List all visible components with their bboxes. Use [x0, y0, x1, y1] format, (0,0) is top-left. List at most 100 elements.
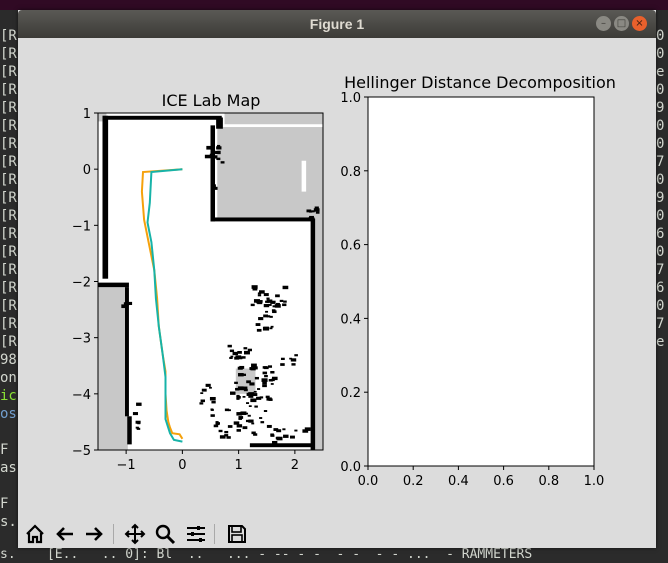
obstacle-cell: [271, 309, 276, 312]
terminal-left-line: os: [0, 406, 17, 422]
obstacle-cell: [259, 417, 263, 419]
obstacle-cell: [226, 436, 231, 439]
obstacle-cell: [261, 378, 268, 382]
obstacle-cell: [283, 300, 287, 303]
terminal-left-line: [R: [0, 262, 17, 278]
map-axes: ICE Lab Map −1 0 1 2 1 0 −1 −2 −3 −4 −5: [72, 91, 324, 473]
toolbar-separator: [214, 524, 215, 544]
obstacle-cell: [211, 188, 215, 191]
obstacle-cell: [216, 144, 221, 147]
obstacle-cell: [255, 323, 261, 326]
obstacle-cell: [224, 430, 229, 434]
wall: [102, 115, 109, 279]
terminal-left-line: ic: [0, 388, 17, 404]
obstacle-cell: [241, 356, 246, 359]
obstacle-cell: [256, 328, 262, 332]
obstacle-cell: [251, 422, 255, 425]
obstacle-cell: [294, 429, 298, 432]
y-tick-label: 0: [83, 163, 91, 178]
obstacle-cell: [237, 351, 242, 354]
figure-window[interactable]: Figure 1 – □ × ICE Lab Map −1 0 1 2 1 0 −1 −2 −3…: [18, 10, 656, 548]
terminal-left-line: as: [0, 460, 17, 476]
obstacle-cell: [238, 386, 245, 391]
terminal-left-line: [R: [0, 28, 17, 44]
obstacle-cell: [251, 431, 256, 435]
close-icon[interactable]: ×: [632, 16, 647, 31]
obstacle-cell: [280, 357, 285, 361]
x-tick-label: 0.0: [358, 474, 379, 489]
obstacle-cell: [266, 424, 272, 428]
terminal-left-line: s.: [0, 514, 17, 530]
obstacle-cell: [246, 402, 250, 404]
figure-canvas[interactable]: ICE Lab Map −1 0 1 2 1 0 −1 −2 −3 −4 −5 Hellinger …: [18, 38, 656, 520]
obstacle-cell: [250, 303, 255, 307]
free-gap: [301, 160, 307, 192]
wall: [102, 115, 222, 120]
obstacle-cell: [205, 383, 211, 387]
terminal-right-line: [656, 351, 668, 369]
terminal-left-line: [0, 477, 18, 495]
terminal-right-line: 7: [656, 316, 665, 332]
obstacle-cell: [236, 429, 241, 432]
obstacle-cell: [224, 408, 230, 412]
wall: [125, 287, 129, 417]
minimize-icon[interactable]: –: [596, 16, 611, 31]
obstacle-cell: [248, 419, 254, 423]
x-tick-label: 0.8: [538, 474, 559, 489]
obstacle-cell: [199, 402, 204, 405]
obstacle-cell: [247, 414, 251, 417]
y-tick-label: −5: [72, 444, 91, 459]
obstacle-cell: [227, 409, 231, 412]
obstacle-cell: [266, 397, 272, 401]
obstacle-cell: [294, 354, 298, 357]
obstacle-cell: [245, 412, 249, 415]
obstacle-cell: [249, 367, 255, 370]
wall: [249, 443, 312, 448]
obstacle-cell: [209, 153, 214, 157]
matplotlib-toolbar: [18, 520, 656, 548]
obstacle-cell: [229, 356, 233, 359]
home-icon: [26, 524, 44, 544]
wall: [210, 217, 315, 222]
obstacle-cell: [270, 378, 275, 382]
configure-subplots-button[interactable]: [183, 521, 209, 547]
x-tick-label: 1.0: [584, 474, 605, 489]
zoom-button[interactable]: [152, 521, 178, 547]
obstacle-cell: [289, 357, 293, 360]
obstacle-cell: [212, 186, 218, 190]
hellinger-frame: [367, 96, 595, 467]
terminal-left-line: [R: [0, 280, 17, 296]
obstacle-cell: [236, 395, 241, 399]
unknown-region: [224, 113, 323, 125]
pan-button[interactable]: [122, 521, 148, 547]
maximize-icon[interactable]: □: [614, 16, 629, 31]
obstacle-cell: [204, 154, 211, 159]
forward-arrow-button[interactable]: [81, 521, 107, 547]
obstacle-cell: [275, 294, 280, 298]
obstacle-cell: [232, 351, 239, 356]
hellinger-axes: Hellinger Distance Decomposition 0.0 0.2 0…: [340, 73, 616, 489]
obstacle-cell: [200, 399, 206, 403]
trajectory-paths: [140, 168, 184, 443]
terminal-left-line: [R: [0, 118, 17, 134]
obstacle-cell: [252, 287, 257, 290]
forward-arrow-icon: [86, 527, 103, 541]
terminal-left-line: [R: [0, 244, 17, 260]
obstacle-cell: [249, 382, 255, 386]
x-tick-label: 2: [291, 458, 299, 473]
obstacle-cell: [210, 414, 215, 417]
save-button[interactable]: [224, 521, 250, 547]
obstacle-cell: [274, 304, 281, 308]
terminal-left-line: [R: [0, 64, 17, 80]
obstacle-cell: [214, 151, 218, 154]
back-arrow-button[interactable]: [52, 521, 78, 547]
obstacle-cell: [290, 358, 297, 362]
obstacle-cell: [121, 304, 128, 309]
obstacle-cell: [291, 363, 296, 366]
obstacle-cell: [269, 315, 273, 318]
wall: [98, 282, 129, 288]
obstacle-cell: [262, 371, 268, 375]
window-titlebar[interactable]: Figure 1 – □ ×: [18, 10, 656, 38]
home-button[interactable]: [22, 521, 48, 547]
map-title: ICE Lab Map: [162, 91, 261, 110]
